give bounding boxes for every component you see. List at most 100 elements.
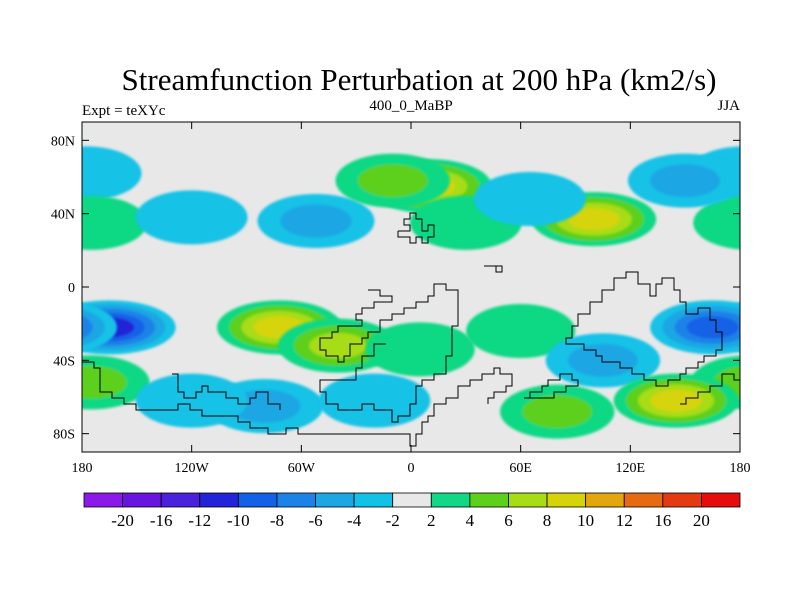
contour-band: [650, 389, 702, 412]
colorbar-swatch: [546, 492, 587, 508]
x-tick-label: 120W: [175, 461, 210, 476]
colorbar-label: -4: [347, 511, 362, 530]
contour-band: [82, 365, 127, 399]
coastline-south-america: [319, 283, 459, 423]
anomaly-center: [82, 355, 150, 410]
colorbar-swatch: [237, 492, 278, 508]
colorbar-label: 4: [466, 511, 475, 530]
colorbar-label: -20: [111, 511, 134, 530]
contour-band: [82, 315, 93, 339]
coastline-layer: [82, 212, 740, 447]
left-string: Expt = teXYc: [82, 103, 166, 119]
y-tick-label: 0: [68, 281, 75, 296]
contour-band: [135, 190, 248, 245]
colorbar-swatch: [83, 492, 123, 508]
anomaly-center: [613, 373, 739, 428]
right-string: JJA: [717, 98, 740, 114]
colorbar-swatch: [623, 492, 664, 508]
contour-band: [280, 204, 352, 238]
anomaly-center: [318, 373, 431, 428]
contour-band: [732, 318, 740, 337]
contour-band: [82, 309, 105, 346]
coastline-americas: [397, 212, 435, 244]
colorbar-swatch: [392, 492, 432, 508]
y-tick-label: 80N: [51, 134, 75, 149]
coastline-africa: [484, 265, 503, 273]
colorbar-label: -12: [188, 511, 211, 530]
x-tick-label: 180: [730, 461, 751, 476]
colorbar-swatch: [430, 492, 471, 508]
colorbar-label: 10: [577, 511, 594, 530]
colorbar: -20 -16 -12 -10 -8 -6 -4 -2 2 4 6 8 10 12 16 20: [83, 492, 741, 530]
y-tick-label: 80S: [53, 428, 75, 443]
anomaly-center: [466, 304, 576, 358]
contour-band: [693, 196, 740, 250]
anomaly-center: [257, 194, 375, 248]
colorbar-label: -6: [308, 511, 322, 530]
coastline-indonesia: [524, 373, 579, 399]
colorbar-swatch: [701, 492, 741, 508]
coastline-australia: [565, 271, 723, 387]
colorbar-swatch: [469, 492, 509, 508]
contour-band: [135, 373, 248, 428]
colorbar-swatch: [662, 492, 702, 508]
colorbar-label: -10: [227, 511, 250, 530]
x-tick-label: 120E: [616, 461, 646, 476]
colorbar-label: -16: [150, 511, 173, 530]
colorbar-label: 12: [616, 511, 633, 530]
x-tick-label: 60W: [288, 461, 316, 476]
colorbar-label: 8: [543, 511, 552, 530]
contour-field: [29, 146, 740, 439]
chart-title: Streamfunction Perturbation at 200 hPa (…: [122, 62, 717, 97]
colorbar-label: -8: [270, 511, 284, 530]
x-tick-label: 0: [408, 461, 415, 476]
anomaly-center: [500, 384, 615, 439]
x-tick-label: 180: [72, 461, 93, 476]
contour-band: [82, 146, 142, 201]
anomaly-center: [82, 146, 142, 201]
contour-band: [466, 304, 576, 358]
x-tick-label: 60E: [509, 461, 532, 476]
anomaly-center: [29, 303, 117, 352]
plot-area: [29, 122, 740, 452]
anomaly-center: [627, 153, 740, 208]
contour-band: [686, 316, 739, 339]
coastline-southwest: [82, 361, 513, 447]
contour-band: [473, 172, 586, 226]
contour-band: [82, 195, 148, 250]
colorbar-swatch: [353, 492, 394, 508]
colorbar-swatch: [199, 492, 239, 508]
contour-band: [365, 322, 475, 377]
contour-band: [357, 164, 428, 198]
contour-band: [29, 316, 81, 338]
colorbar-swatch: [508, 492, 548, 508]
colorbar-swatch: [585, 492, 625, 508]
colorbar-label: 16: [654, 511, 671, 530]
axis-ticks: 180 120W 60W 0 60E 120E 180 80N 40N 0 40S 80S: [51, 122, 751, 476]
anomaly-center: [82, 195, 148, 250]
contour-band: [309, 332, 367, 359]
contour-band: [567, 207, 620, 231]
colorbar-swatch: [315, 492, 355, 508]
coastline-east-pacific: [680, 373, 740, 405]
colorbar-label: 20: [693, 511, 710, 530]
contour-band: [650, 164, 721, 198]
contour-band: [318, 373, 431, 428]
colorbar-swatch: [276, 492, 316, 508]
anomaly-center: [335, 153, 450, 208]
anomaly-center: [365, 322, 475, 377]
colorbar-label: 2: [427, 511, 436, 530]
anomaly-center: [473, 172, 586, 226]
colorbar-swatch: [122, 492, 162, 508]
y-tick-label: 40S: [53, 354, 75, 369]
coastline-peninsula: [172, 373, 281, 410]
contour-band: [522, 395, 593, 429]
anomaly-center: [693, 196, 740, 250]
y-tick-label: 40N: [51, 208, 75, 223]
center-string: 400_0_MaBP: [369, 98, 452, 114]
anomaly-center: [135, 190, 248, 245]
anomaly-center: [650, 300, 740, 355]
contour-band: [568, 343, 638, 377]
colorbar-swatch: [160, 492, 201, 508]
